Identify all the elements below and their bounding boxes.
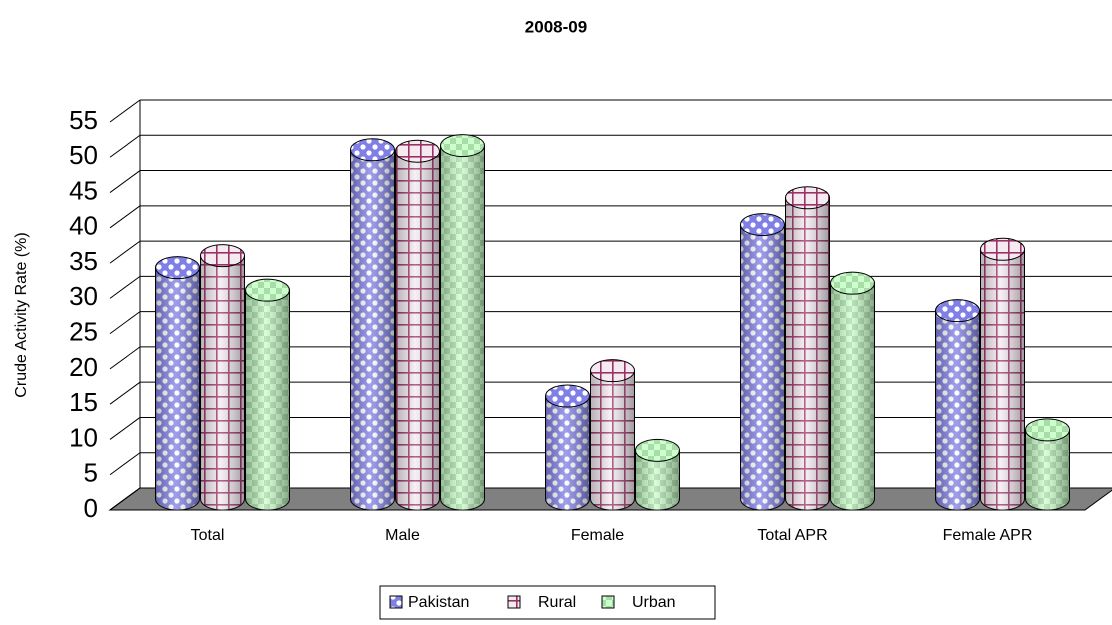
x-tick-label: Male	[385, 527, 420, 544]
grid-line-side	[109, 452, 141, 476]
legend-swatch	[601, 595, 615, 609]
grid-line-side	[109, 170, 141, 193]
grid-line-side	[109, 346, 141, 370]
grid-line-side	[109, 487, 141, 511]
y-tick-label: 50	[69, 140, 98, 170]
grid-line-side	[109, 134, 141, 158]
grid-line-side	[109, 99, 141, 123]
bar	[545, 384, 590, 511]
bar	[245, 278, 290, 511]
bar	[395, 139, 440, 511]
y-tick-label: 0	[84, 493, 98, 523]
y-tick-label: 55	[69, 105, 98, 135]
bar	[350, 138, 395, 511]
y-tick-label: 30	[69, 281, 98, 311]
x-tick-label: Female	[571, 527, 624, 544]
grid-line-side	[109, 275, 141, 299]
chart-title: 2008-09	[525, 17, 587, 36]
bar	[635, 438, 680, 511]
grid-line-side	[109, 381, 141, 405]
bar	[830, 271, 875, 511]
y-tick-label: 10	[69, 422, 98, 452]
bar	[1025, 418, 1070, 511]
y-tick-label: 45	[69, 175, 98, 205]
bar	[740, 213, 785, 511]
legend-box	[379, 585, 716, 620]
bar	[590, 359, 635, 511]
legend-label: Pakistan	[408, 594, 469, 611]
x-tick-label: Total APR	[757, 527, 827, 544]
y-tick-label: 35	[69, 246, 98, 276]
y-tick-label: 15	[69, 387, 98, 417]
y-tick-label: 25	[69, 317, 98, 347]
y-tick-label: 40	[69, 211, 98, 241]
legend-swatch	[389, 595, 403, 609]
y-axis-label: Crude Activity Rate (%)	[13, 232, 30, 397]
y-tick-label: 20	[69, 352, 98, 382]
bar	[935, 299, 980, 511]
y-tick-label: 5	[84, 458, 98, 488]
grid-line-side	[109, 205, 141, 229]
bar	[440, 134, 485, 511]
bar	[200, 244, 245, 511]
bar	[785, 186, 830, 511]
legend-label: Rural	[538, 594, 576, 611]
grid-line-side	[109, 240, 141, 264]
grid-line-side	[109, 311, 141, 335]
bar	[980, 237, 1025, 511]
legend-label: Urban	[632, 594, 676, 611]
x-tick-label: Total	[191, 527, 225, 544]
legend-swatch	[507, 595, 521, 609]
x-tick-label: Female APR	[943, 527, 1033, 544]
grid-line-side	[109, 417, 141, 440]
bar	[155, 256, 200, 511]
